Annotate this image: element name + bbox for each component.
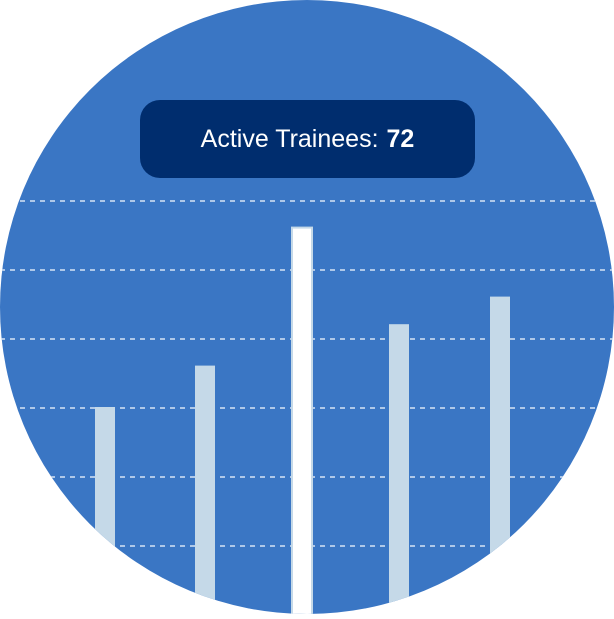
badge-value: 72 bbox=[386, 124, 415, 153]
bar bbox=[490, 296, 510, 614]
active-trainees-badge: Active Trainees: 72 bbox=[140, 100, 475, 178]
bar bbox=[389, 324, 409, 614]
bar-highlighted bbox=[291, 226, 313, 614]
bar bbox=[95, 407, 115, 614]
bar bbox=[195, 365, 215, 614]
badge-label: Active Trainees: bbox=[200, 124, 379, 153]
